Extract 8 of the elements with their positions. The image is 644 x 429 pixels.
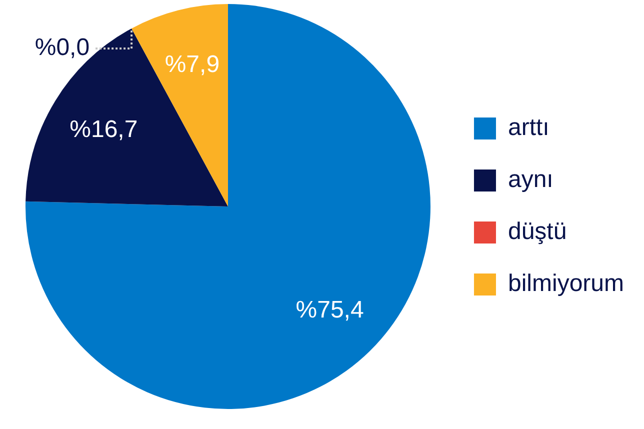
text: %0,0 xyxy=(34,34,90,62)
data-label: %75,4 xyxy=(296,296,364,324)
legend-label: aynı xyxy=(508,166,554,194)
legend-label: bilmiyorum xyxy=(508,270,624,298)
data-label: %7,9 xyxy=(164,50,220,78)
legend-label: düştü xyxy=(508,218,567,246)
legend-label: arttı xyxy=(508,114,550,142)
data-label: %16,7 xyxy=(70,116,138,143)
